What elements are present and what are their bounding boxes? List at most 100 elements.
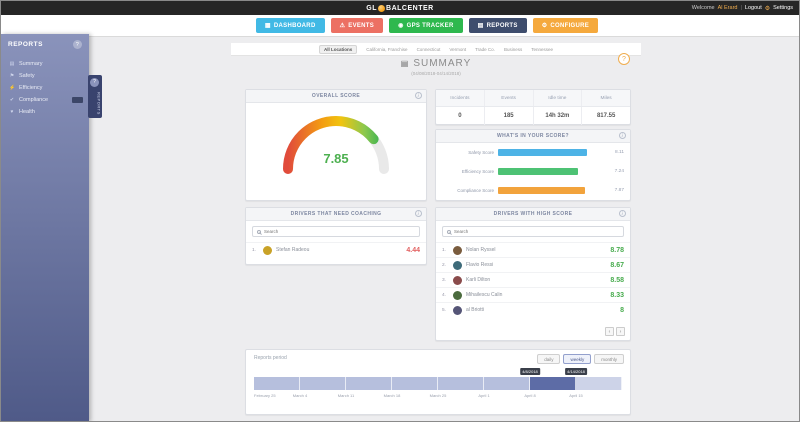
tab-location-2[interactable]: Connecticut [416,46,441,52]
logout-link[interactable]: Logout [744,5,762,11]
timeline-tick-label: April 1 [478,393,490,398]
logo: GL BALCENTER [1,1,799,15]
nav-reports-button[interactable]: ▤ REPORTS [468,18,527,33]
sidebar-item-health[interactable]: ♥ Health [1,106,89,118]
coaching-search-box [252,226,420,237]
score-breakdown-card: WHAT'S IN YOUR SCORE? i Safety Score 8.1… [435,129,631,201]
timeline-segment[interactable] [576,377,622,390]
page-title: ▤ SUMMARY [400,58,472,69]
driver-row[interactable]: 5. al Briotti 8 [436,302,630,317]
tab-location-4[interactable]: Trade Co. [475,46,495,52]
info-icon[interactable]: i [415,210,422,217]
nav-dashboard-label: DASHBOARD [273,22,316,29]
nav-configure-button[interactable]: ⚙ CONFIGURE [532,18,599,33]
info-icon[interactable]: i [415,92,422,99]
timeline-segment[interactable] [438,377,484,390]
stats-card: Incidents Events Idle time Miles 0 185 1… [435,89,631,125]
driver-row[interactable]: 1. Stefan Radeou 4.44 [246,242,426,257]
sidebar-item-label: Summary [19,61,43,67]
tab-location-3[interactable]: Vermont [449,46,467,52]
tab-location-6[interactable]: Tennessee [531,46,553,52]
sidebar-item-safety[interactable]: ⚑ Safety [1,70,89,82]
timeline-segment[interactable] [530,377,576,390]
driver-score: 8.33 [610,291,624,299]
driver-rank: 5. [442,307,447,313]
sidebar-item-summary[interactable]: ▤ Summary [1,58,89,70]
high-score-drivers-card: DRIVERS WITH HIGH SCORE i 1. Nolan Rysse… [435,207,631,341]
topbar-divider: | [740,5,742,11]
safety-score-row: Safety Score 8.11 [436,143,630,162]
stats-label-events: Events [483,90,533,106]
driver-rank: 2. [442,262,447,268]
sidebar-help-icon[interactable]: ? [73,40,82,49]
driver-avatar [453,290,462,300]
efficiency-score-value: 7.24 [614,169,624,174]
driver-score: 8 [620,306,624,314]
timeline-track[interactable]: 4/8/2018 4/14/2018 February 25 March 4 Mar… [254,368,622,398]
driver-row[interactable]: 1. Nolan Ryssel 8.78 [436,242,630,257]
compliance-check-icon: ✔ [9,97,15,103]
driver-score: 8.78 [610,246,624,254]
timeline-segment[interactable] [346,377,392,390]
safety-flag-icon: ⚑ [9,73,15,79]
sidebar-title: REPORTS [8,41,43,48]
nav-gps-tracker-button[interactable]: ◉ GPS TRACKER [389,18,463,33]
nav-events-button[interactable]: ⚠ EVENTS [330,18,384,33]
stats-value-idle-time: 14h 32m [532,107,582,125]
period-daily-button[interactable]: daily [537,354,561,364]
stats-label-idle-time: Idle time [532,90,582,106]
compliance-score-label: Compliance Score [457,188,494,193]
sidebar-item-efficiency[interactable]: ⚡ Efficiency [1,82,89,94]
summary-chart-icon: ▤ [400,59,410,68]
date-range: (04/08/2018-04/14/2018) [411,71,461,76]
pager-prev-button[interactable]: ‹ [605,327,614,336]
timeline-segment[interactable] [300,377,346,390]
pager-next-button[interactable]: › [616,327,625,336]
driver-name: al Briotti [466,307,485,313]
selection-start-tooltip: 4/8/2018 [520,368,540,375]
driver-row[interactable]: 2. Flavio Ressi 8.67 [436,257,630,272]
driver-row[interactable]: 3. Karli Dilton 8.58 [436,272,630,287]
health-heart-icon: ♥ [10,109,14,115]
nav-dashboard-button[interactable]: ▦ DASHBOARD [255,18,325,33]
period-monthly-button[interactable]: monthly [594,354,624,364]
main-nav: ▦ DASHBOARD ⚠ EVENTS ◉ GPS TRACKER ▤ REP… [1,15,799,37]
timeline-tick-label: March 18 [383,393,401,398]
driver-rank: 1. [252,247,257,253]
settings-link[interactable]: Settings [773,5,793,11]
selection-end-tooltip: 4/14/2018 [565,368,587,375]
tab-location-5[interactable]: Business [503,46,523,52]
configure-gear-icon: ⚙ [541,23,548,29]
sidebar-tab-label: REPORTS [87,89,102,118]
timeline-segment[interactable] [392,377,438,390]
efficiency-bolt-icon: ⚡ [9,85,16,91]
coaching-search-input[interactable] [264,229,415,234]
efficiency-score-row: Efficiency Score 7.24 [436,162,630,181]
driver-name: Nolan Ryssel [466,247,496,253]
high-score-search-input[interactable] [454,229,619,234]
score-gauge: 7.85 [276,111,396,180]
timeline-segment[interactable] [484,377,530,390]
sidebar-item-compliance[interactable]: ✔ Compliance [1,94,89,106]
info-icon[interactable]: i [619,132,626,139]
stats-value-incidents: 0 [458,113,462,119]
overall-score-card: OVERALL SCORE i 7.85 [245,89,427,201]
page-help-button[interactable]: ? [618,53,630,65]
timeline-segment[interactable] [254,377,300,390]
driver-score: 4.44 [406,246,420,254]
user-name-link[interactable]: Al Erard [717,5,738,11]
sidebar-collapse-tab[interactable]: ? REPORTS [87,75,102,118]
overall-score-value: 7.85 [323,151,349,166]
driver-name: Mihailescu Calin [466,292,503,298]
period-weekly-button[interactable]: weekly [563,354,592,364]
driver-row[interactable]: 4. Mihailescu Calin 8.33 [436,287,630,302]
stats-value-row: 0 185 14h 32m 817.55 [436,107,630,125]
info-icon[interactable]: i [619,210,626,217]
tab-location-1[interactable]: California, Franchise [366,46,408,52]
stats-value-miles: 817.55 [581,107,630,125]
driver-avatar [453,305,462,315]
compliance-badge [72,97,83,103]
tab-all-locations[interactable]: All Locations [319,44,358,54]
safety-score-value: 8.11 [615,150,624,155]
